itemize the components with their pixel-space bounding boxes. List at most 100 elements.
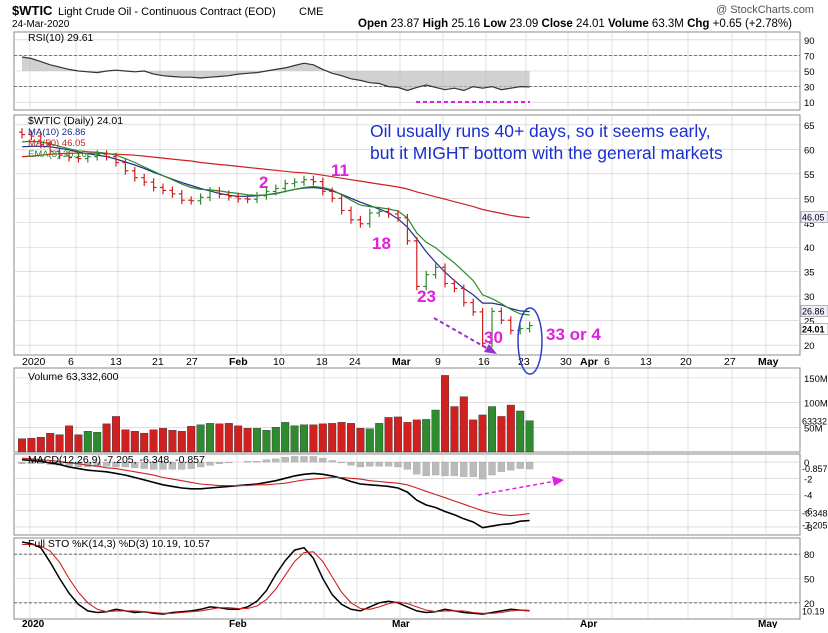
volume-bar <box>347 423 356 453</box>
x-tick-label: 18 <box>316 356 328 368</box>
macd-histogram-bar <box>159 461 167 470</box>
price-arrow-head <box>484 344 497 354</box>
volume-bar <box>506 404 515 453</box>
macd-histogram-bar <box>168 461 177 470</box>
volume-bar <box>450 406 459 453</box>
volume-label: Volume <box>608 18 649 30</box>
exchange-label: CME <box>299 6 323 18</box>
x-tick-label: 30 <box>560 356 572 368</box>
macd-histogram-bar <box>243 461 252 463</box>
volume-bar <box>488 406 497 453</box>
open-label: Open <box>358 18 387 30</box>
x-tick-label: 16 <box>478 356 490 368</box>
close-label: Close <box>542 18 573 30</box>
rsi-tick: 30 <box>804 83 815 94</box>
x-tick-label: 27 <box>186 356 198 368</box>
sto-line-k <box>21 541 530 615</box>
volume-tick: 100M <box>804 399 828 410</box>
volume-bar <box>469 419 478 453</box>
volume-bar <box>18 438 27 453</box>
volume-bar <box>394 416 403 453</box>
rsi-tick: 10 <box>804 98 815 109</box>
macd-arrow-head <box>552 476 564 486</box>
volume-tick: 150M <box>804 374 828 385</box>
price-tag-box <box>800 305 828 317</box>
volume-bar <box>196 424 205 453</box>
price-arrow-line <box>433 317 491 351</box>
sto-tag: 10.19 <box>802 607 825 617</box>
macd-tick: 0 <box>804 458 809 469</box>
volume-bar <box>281 422 290 453</box>
x-tick-label-bottom: 2020 <box>22 619 45 628</box>
volume-bar <box>130 431 139 453</box>
volume-bar <box>356 428 365 453</box>
annotation-line-1: Oil usually runs 40+ days, so it seems e… <box>370 121 711 141</box>
macd-histogram-bar <box>262 459 271 463</box>
macd-histogram-bar <box>253 461 261 463</box>
macd-histogram-bar <box>413 461 421 475</box>
macd-histogram-bar <box>300 456 308 463</box>
volume-bar <box>365 428 374 453</box>
price-tick: 55 <box>804 170 815 181</box>
macd-histogram-bar <box>403 461 412 470</box>
x-tick-label-bottom: May <box>758 619 778 628</box>
volume-bar <box>158 428 167 453</box>
macd-histogram-bar <box>140 461 148 469</box>
macd-histogram-bar <box>375 461 383 467</box>
volume-bar <box>224 423 233 453</box>
price-tag-box <box>800 323 828 335</box>
legend-ema8: EMA(8) 26.16 <box>28 149 87 160</box>
volume-bar <box>102 423 111 453</box>
volume-bar <box>83 431 92 453</box>
volume-bar <box>422 419 431 453</box>
macd-histogram-bar <box>149 461 158 470</box>
macd-histogram-bar <box>488 461 496 476</box>
price-tick: 25 <box>804 317 815 328</box>
macd-histogram-bar <box>281 457 289 463</box>
macd-histogram-bar <box>394 461 402 468</box>
panel-frame-price <box>13 114 801 356</box>
macd-histogram-bar <box>112 461 120 468</box>
header-date: 24-Mar-2020 <box>12 19 70 30</box>
count-label-33-or-4: 33 or 4 <box>546 325 601 344</box>
count-label-11: 11 <box>331 161 349 180</box>
price-tick: 20 <box>804 341 815 352</box>
volume-bar <box>328 423 337 453</box>
sto-tick: 80 <box>804 550 815 561</box>
volume-bar <box>168 430 177 453</box>
volume-bar <box>478 414 487 453</box>
rsi-tick: 50 <box>804 67 815 78</box>
volume-bar <box>243 428 252 453</box>
macd-tag: -6.348 <box>802 509 828 519</box>
x-tick-label: 10 <box>273 356 285 368</box>
price-tick: 60 <box>804 145 815 156</box>
macd-histogram-bar <box>516 461 524 469</box>
volume-bar <box>271 427 280 453</box>
sto-tick: 50 <box>804 575 815 586</box>
macd-histogram-bar <box>93 461 101 468</box>
macd-histogram-bar <box>27 461 36 464</box>
volume-bar <box>412 419 421 453</box>
volume-bar <box>337 422 346 453</box>
macd-histogram-bar <box>497 461 506 472</box>
volume-bar <box>46 433 55 453</box>
open-value: 23.87 <box>391 18 420 30</box>
x-tick-label-bottom: Mar <box>392 619 410 628</box>
macd-histogram-bar <box>206 461 214 466</box>
price-line-ma10 <box>21 145 530 313</box>
x-tick-label: 2020 <box>22 356 46 368</box>
macd-histogram-bar <box>187 461 195 469</box>
high-label: High <box>423 18 449 30</box>
volume-bar <box>177 431 186 453</box>
volume-bar <box>403 422 412 453</box>
volume-bar <box>27 437 36 453</box>
volume-bar <box>252 428 261 453</box>
volume-bar <box>497 416 506 453</box>
instrument-name: Light Crude Oil - Continuous Contract (E… <box>58 6 276 18</box>
macd-histogram-bar <box>337 461 346 464</box>
volume-bar <box>187 426 196 453</box>
rsi-label: RSI(10) 29.61 <box>28 32 94 44</box>
volume-bar <box>36 436 45 453</box>
